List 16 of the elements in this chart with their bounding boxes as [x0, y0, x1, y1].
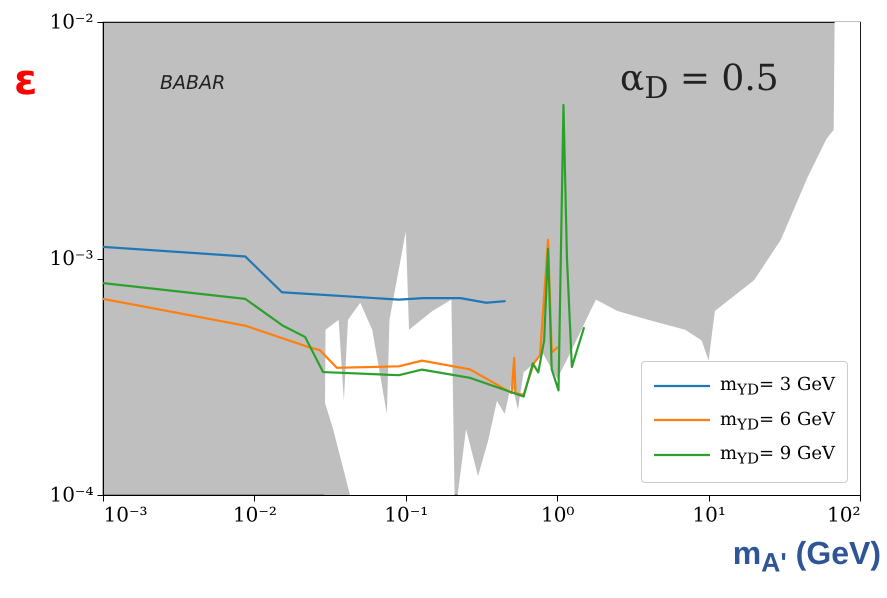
x-tick-label: 10¹ [692, 502, 726, 526]
x-tick-label: 10⁻³ [104, 502, 148, 526]
x-tick-label: 10⁻² [232, 502, 277, 526]
x-tick-label: 10² [827, 502, 860, 526]
annotation: α$_{D}$ = 0.5 [620, 58, 779, 106]
y-tick-label: 10⁻³ [49, 246, 94, 270]
legend-label: m$_{ΥD}$= 6 GeV [720, 408, 835, 434]
y-axis-title: ε [14, 55, 38, 104]
x-axis-title: m$_{A'}$ (GeV) [732, 535, 881, 578]
x-tick-label: 10⁻¹ [384, 502, 428, 526]
annotation: BABAR [160, 72, 226, 94]
y-tick-label: 10⁻⁴ [49, 482, 94, 506]
x-tick-label: 10⁰ [540, 502, 574, 526]
y-tick-label: 10⁻² [49, 10, 94, 34]
legend-label: m$_{ΥD}$= 9 GeV [720, 443, 835, 468]
legend-label: m$_{ΥD}$= 3 GeV [720, 374, 835, 399]
